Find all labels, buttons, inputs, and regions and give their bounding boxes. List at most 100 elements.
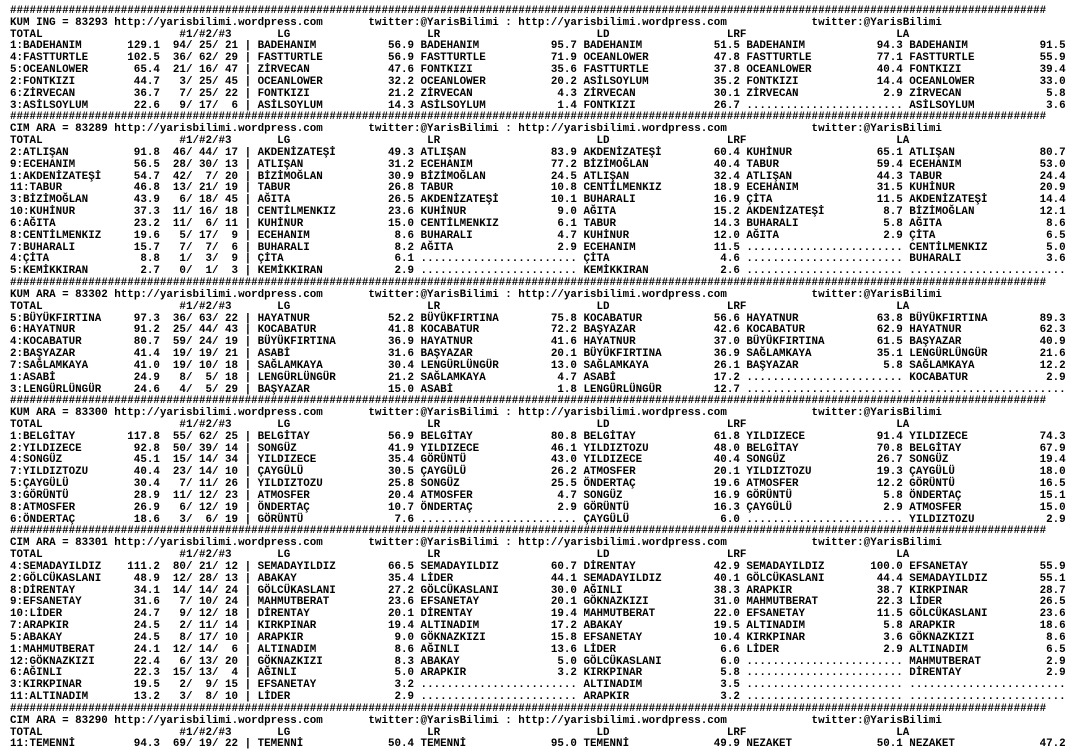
race-title: CIM ARA = 83289 — [10, 123, 108, 136]
total-horse-name: 3:GÖRÜNTÜ — [10, 489, 69, 502]
total-score: 19.5 — [133, 679, 160, 692]
result-row: 8:ATMOSFER 26.9 6/12/19 | ÖNDERTAÇ 10.7 ÖNDERT… — [10, 501, 1077, 515]
pick-divider: / — [185, 572, 193, 585]
pick-divider: / — [212, 430, 219, 443]
header-total: TOTAL — [10, 300, 43, 313]
ld-score: 51.5 — [713, 40, 740, 53]
la-horse-name: BAŞYAZAR — [909, 336, 962, 349]
pick-divider: / — [185, 206, 193, 219]
pick-count-3: 15 — [225, 679, 239, 692]
pick-count-2: 28 — [198, 572, 212, 585]
total-score: 22.6 — [133, 99, 160, 112]
la-score: 16.5 — [1039, 478, 1066, 491]
lg-score: 23.6 — [387, 206, 415, 219]
lg-score: 49.3 — [387, 146, 415, 159]
column-header-line: TOTAL #1/#2/#3 LG LR LD LRF LA — [10, 300, 1077, 314]
pick-divider: / — [212, 75, 219, 88]
ld-horse-name: ECEHANIM — [583, 241, 636, 254]
la-score: 15.1 — [1039, 489, 1066, 502]
lrf-horse-name: FONTKIZI — [746, 75, 799, 88]
lr-score: 3.2 — [557, 667, 577, 680]
la-score: 5.0 — [1046, 241, 1066, 254]
pick-divider: / — [212, 667, 219, 680]
pick-count-1: 7 — [179, 241, 186, 254]
pick-count-3: 24 — [225, 596, 239, 609]
lrf-score: 70.8 — [876, 442, 903, 455]
lg-score: 47.6 — [387, 64, 415, 77]
total-score: 30.4 — [133, 478, 160, 491]
header-lr: LR — [427, 726, 441, 739]
result-row: 11:ALTINADIM 13.2 3/8/10 | LİDER 2.9.........… — [10, 691, 1077, 704]
lg-horse-name: ÇAYGÜLÜ — [257, 466, 304, 479]
result-row: 9:EFSANETAY 31.6 7/10/24 | MAHMUTBERAT 23.6 EF… — [10, 597, 1077, 609]
ld-score: 40.4 — [713, 158, 740, 171]
lrf-horse-name: FASTTURTLE — [746, 52, 812, 65]
lrf-score: 5.8 — [883, 489, 903, 502]
total-score: 94.3 — [133, 738, 160, 751]
total-horse-name: 6:ÖNDERTAÇ — [10, 513, 76, 526]
pick-count-2: 5 — [205, 383, 212, 396]
ld-score: 3.5 — [720, 679, 740, 692]
pick-count-3: 47 — [225, 64, 239, 77]
lr-horse-name: ASABİ — [420, 383, 454, 396]
pick-divider: / — [212, 158, 219, 171]
ld-score: 42.6 — [713, 324, 740, 337]
pick-count-3: 6 — [231, 643, 239, 656]
ld-score: 22.0 — [713, 608, 740, 621]
lg-score: 21.2 — [387, 87, 415, 100]
total-horse-name: 5:BÜYÜKFIRTINA — [10, 312, 102, 325]
lr-score: 26.2 — [550, 466, 577, 479]
lrf-empty-fill: ........................ — [746, 265, 903, 278]
pick-count-2: 13 — [198, 655, 212, 668]
lrf-horse-name: GÖRÜNTÜ — [746, 489, 792, 502]
pick-count-2: 7 — [205, 241, 212, 254]
la-horse-name: YILDIZECE — [909, 430, 968, 443]
pick-count-1: 2 — [179, 679, 186, 692]
pick-count-1: 46 — [172, 146, 186, 159]
result-row: 5:OCEANLOWER 65.4 21/16/47 | ZİRVECAN 47.6 FON… — [10, 64, 1077, 77]
lrf-horse-name: BELGİTAY — [746, 442, 799, 455]
header-total: TOTAL — [10, 726, 43, 739]
la-horse-name: SONGÜZ — [909, 454, 949, 467]
lg-horse-name: KIRKPINAR — [257, 620, 317, 633]
pick-count-2: 25 — [198, 40, 212, 53]
total-horse-name: 4:FASTTURTLE — [10, 52, 89, 65]
lg-score: 19.4 — [387, 620, 415, 633]
pick-count-3: 18 — [225, 206, 239, 219]
pick-divider: / — [185, 454, 193, 467]
hash-rule: ########################################… — [10, 5, 1047, 17]
lrf-horse-name: BAŞYAZAR — [746, 359, 799, 372]
result-row: 7:YILDIZTOZU 40.4 23/14/10 | ÇAYGÜLÜ 30.5 ÇAYG… — [10, 466, 1077, 479]
header-lg: LG — [277, 135, 291, 148]
lr-horse-name: ZİRVECAN — [420, 87, 473, 100]
pick-count-1: 9 — [179, 608, 186, 621]
lg-score: 41.8 — [387, 324, 415, 337]
result-row: 6:AĞITA 23.2 11/6/11 | KUHİNUR 15.0 CENTİLMENK… — [10, 218, 1077, 231]
column-divider: | — [244, 596, 252, 609]
pick-count-3: 22 — [225, 87, 239, 100]
header-la: LA — [896, 726, 910, 739]
pick-count-2: 17 — [198, 229, 212, 242]
pick-count-3: 20 — [225, 170, 239, 183]
separator-rule: ########################################… — [10, 112, 1077, 124]
column-divider: | — [244, 182, 252, 195]
site-url: http://yarisbilimi.wordpress.com — [518, 123, 727, 136]
pick-divider: / — [212, 643, 219, 656]
lrf-horse-name: AKDENİZATEŞİ — [746, 206, 825, 219]
total-horse-name: 3:KIRKPINAR — [10, 679, 82, 692]
lg-score: 10.7 — [387, 501, 415, 514]
total-score: 24.6 — [133, 383, 160, 396]
pick-count-2: 14 — [198, 466, 212, 479]
pick-divider: / — [212, 87, 219, 100]
ld-horse-name: GÖRÜNTÜ — [583, 501, 630, 514]
pick-divider: / — [212, 324, 219, 337]
la-horse-name: KIRKPINAR — [909, 584, 968, 597]
lrf-score: 50.1 — [876, 738, 903, 751]
pick-divider: / — [212, 596, 219, 609]
lr-horse-name: AĞINLI — [420, 643, 460, 656]
lr-horse-name: BELGİTAY — [420, 430, 473, 443]
la-horse-name: AKDENİZATEŞİ — [909, 194, 988, 207]
pick-count-2: 10 — [198, 596, 212, 609]
la-horse-name: CENTİLMENKIZ — [909, 241, 988, 254]
header-ld: LD — [596, 135, 610, 148]
